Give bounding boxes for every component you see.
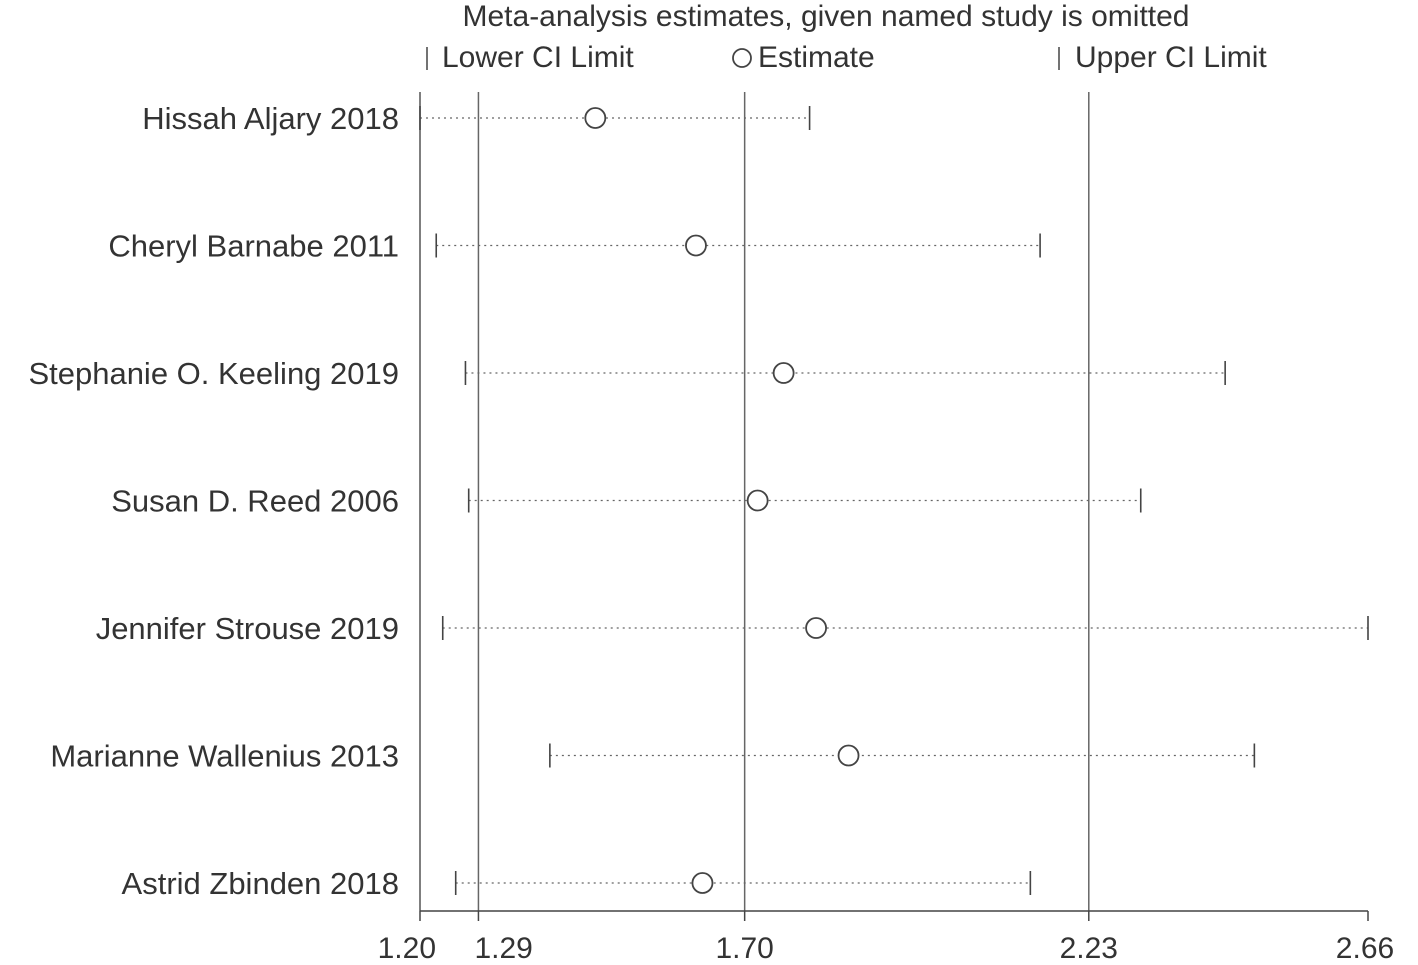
study-label: Astrid Zbinden 2018: [122, 866, 399, 901]
chart-title: Meta-analysis estimates, given named stu…: [463, 0, 1190, 33]
estimate-point: [685, 234, 707, 257]
legend-upper-label: Upper CI Limit: [1075, 41, 1267, 74]
estimate-point: [837, 744, 860, 767]
x-tick-label: 2.66: [1336, 932, 1394, 965]
study-label: Hissah Aljary 2018: [142, 101, 399, 136]
estimate-point: [584, 107, 607, 129]
study-row: Marianne Wallenius 2013: [50, 739, 1256, 774]
study-label: Susan D. Reed 2006: [111, 484, 399, 519]
study-row: Stephanie O. Keeling 2019: [28, 356, 1226, 391]
estimate-point: [691, 872, 714, 894]
estimate-point: [772, 362, 795, 384]
study-row: Astrid Zbinden 2018: [122, 866, 1032, 901]
legend: Lower CI Limit Estimate Upper CI Limit: [426, 41, 1267, 74]
x-axis: 1.20 1.29 1.70 2.23 2.66: [378, 910, 1394, 965]
study-label: Jennifer Strouse 2019: [96, 611, 399, 646]
study-label: Stephanie O. Keeling 2019: [28, 356, 399, 391]
estimate-point: [746, 489, 769, 512]
legend-estimate-marker: [732, 48, 752, 68]
x-tick-label: 2.23: [1060, 932, 1118, 965]
legend-lower-label: Lower CI Limit: [442, 41, 634, 74]
study-label: Cheryl Barnabe 2011: [108, 229, 399, 264]
estimate-point: [805, 617, 827, 639]
study-row: Susan D. Reed 2006: [111, 484, 1142, 519]
study-label: Marianne Wallenius 2013: [50, 739, 399, 774]
reference-lines: [419, 92, 1090, 911]
study-row: Cheryl Barnabe 2011: [108, 229, 1041, 264]
x-tick-label: 1.20: [378, 932, 436, 965]
study-rows: Hissah Aljary 2018 Cheryl Barnabe 2011 Ste…: [28, 101, 1369, 901]
x-tick-label: 1.29: [474, 932, 532, 965]
study-row: Jennifer Strouse 2019: [96, 611, 1369, 646]
x-tick-label: 1.70: [715, 932, 773, 965]
legend-estimate-label: Estimate: [758, 41, 875, 74]
study-row: Hissah Aljary 2018: [142, 101, 811, 136]
